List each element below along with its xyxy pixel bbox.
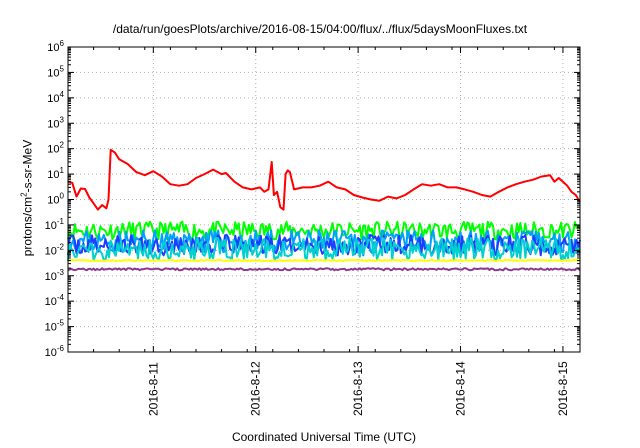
y-tick-label: 10-2 (45, 242, 65, 257)
y-tick-label: 100 (47, 192, 64, 207)
x-axis-label: Coordinated Universal Time (UTC) (231, 430, 417, 444)
x-tick-label: 2016-8-12 (249, 361, 263, 416)
series-line-7 (67, 267, 581, 272)
grid (68, 47, 580, 352)
y-tick-label: 10-4 (45, 293, 65, 308)
x-tick-label: 2016-8-11 (146, 362, 160, 416)
y-tick-label: 106 (47, 39, 64, 54)
chart-title: /data/run/goesPlots/archive/2016-08-15/0… (112, 22, 528, 36)
y-tick-label: 10-3 (45, 268, 65, 283)
y-tick-label: 104 (47, 90, 64, 105)
y-tick-label: 103 (47, 115, 64, 130)
x-tick-label: 2016-8-14 (454, 361, 468, 416)
y-tick-label: 10-5 (45, 319, 65, 334)
y-tick-label: 102 (47, 141, 64, 156)
y-tick-label: 10-1 (45, 217, 65, 232)
y-tick-label: 10-6 (45, 344, 65, 359)
x-tick-label: 2016-8-15 (556, 361, 570, 416)
series-group (67, 148, 581, 272)
series-line-1 (67, 148, 581, 211)
y-tick-label: 101 (47, 166, 64, 181)
series-line-6 (67, 258, 581, 263)
x-tick-label: 2016-8-13 (351, 361, 365, 416)
y-tick-label: 105 (47, 64, 64, 79)
